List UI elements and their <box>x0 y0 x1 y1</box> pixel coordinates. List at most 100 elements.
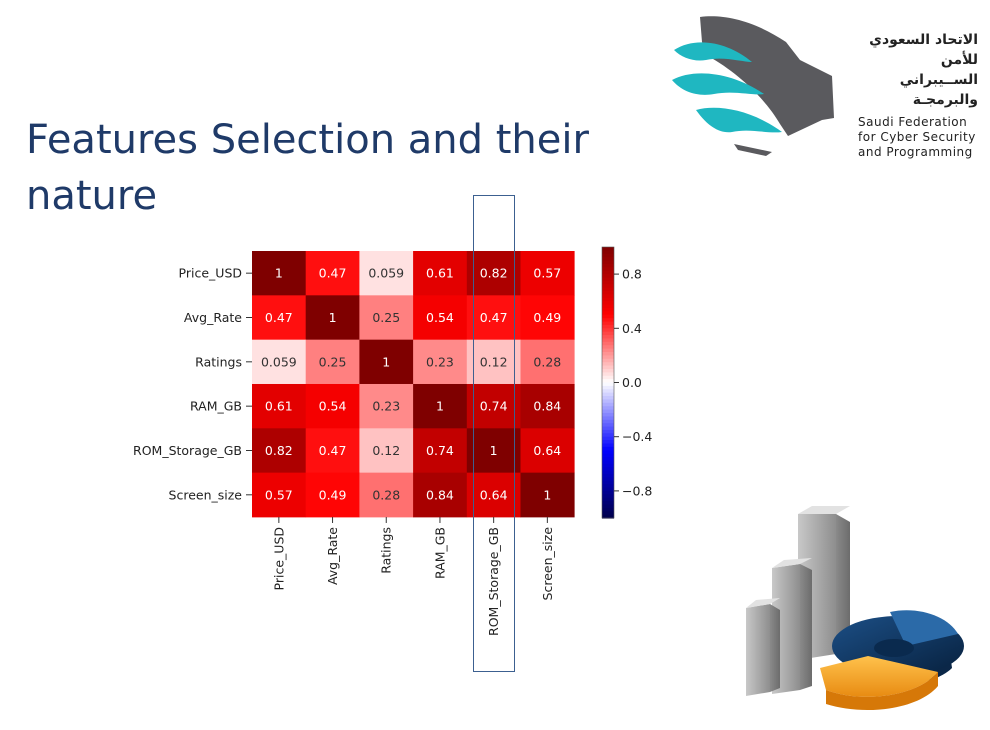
colorbar-segment <box>602 338 614 343</box>
org-name-arabic: الاتحاد السعودي للأمن الســيبراني والبرم… <box>869 32 978 108</box>
y-tick-label: Ratings <box>195 354 242 369</box>
colorbar-segment <box>602 287 614 292</box>
colorbar-segment <box>602 480 614 485</box>
heatmap-cell-label: 1 <box>543 487 551 502</box>
colorbar-segment <box>602 372 614 377</box>
colorbar-segment <box>602 484 614 489</box>
heatmap-cell <box>520 383 575 429</box>
heatmap-cell-label: 0.28 <box>372 487 400 502</box>
colorbar-segment <box>602 348 614 353</box>
colorbar-segment <box>602 301 614 306</box>
heatmap-cell-label: 0.84 <box>533 399 561 414</box>
colorbar-segment <box>602 467 614 472</box>
colorbar-segment <box>602 463 614 468</box>
colorbar-segment <box>602 294 614 299</box>
y-tick-label: ROM_Storage_GB <box>133 443 242 458</box>
colorbar-tick-label: 0.0 <box>622 375 642 390</box>
colorbar-segment <box>602 321 614 326</box>
colorbar-segment <box>602 311 614 316</box>
colorbar-segment <box>602 318 614 323</box>
heatmap-cell <box>252 472 307 518</box>
colorbar-segment <box>602 501 614 506</box>
heatmap-cell-label: 1 <box>490 443 498 458</box>
colorbar-segment <box>602 297 614 302</box>
heatmap-cell <box>413 428 468 474</box>
colorbar-segment <box>602 440 614 445</box>
heatmap-cell-label: 0.47 <box>265 310 293 325</box>
highlight-box-rom-storage <box>473 195 515 672</box>
colorbar-segment <box>602 490 614 495</box>
heatmap-cell <box>252 295 307 341</box>
heatmap-cell-label: 0.57 <box>265 487 293 502</box>
colorbar-segment <box>602 392 614 397</box>
colorbar-segment <box>602 470 614 475</box>
colorbar-segment <box>602 379 614 384</box>
heatmap-cell <box>252 339 307 385</box>
colorbar-segment <box>602 382 614 387</box>
y-tick-label: Avg_Rate <box>184 310 242 325</box>
heatmap-cell <box>359 251 414 296</box>
heatmap-cell-label: 0.23 <box>372 399 400 414</box>
x-tick-label: Ratings <box>379 527 394 574</box>
colorbar-segment <box>602 423 614 428</box>
heatmap-cell <box>359 472 414 518</box>
org-name-english: Saudi Federation for Cyber Security and … <box>858 115 976 159</box>
colorbar-segment <box>602 436 614 441</box>
colorbar-segment <box>602 473 614 478</box>
colorbar-segment <box>602 355 614 360</box>
heatmap-cell-label: 0.12 <box>372 443 400 458</box>
colorbar-segment <box>602 446 614 451</box>
colorbar-tick-label: 0.8 <box>622 267 642 282</box>
x-tick-label: Avg_Rate <box>325 527 340 585</box>
heatmap-cell <box>520 428 575 474</box>
heatmap-cell <box>466 295 521 341</box>
colorbar-segment <box>602 274 614 279</box>
colorbar-segment <box>602 389 614 394</box>
heatmap-cell <box>305 295 360 341</box>
slide-title: Features Selection and their nature <box>26 112 666 224</box>
heatmap-cell-label: 0.74 <box>426 443 454 458</box>
colorbar-segment <box>602 507 614 512</box>
y-tick-label: Screen_size <box>169 487 243 502</box>
colorbar-segment <box>602 504 614 509</box>
colorbar-segment <box>602 406 614 411</box>
heatmap-cell <box>359 383 414 429</box>
colorbar-segment <box>602 250 614 255</box>
heatmap-cell <box>466 339 521 385</box>
heatmap-cell <box>413 295 468 341</box>
x-tick-label: Screen_size <box>540 527 555 601</box>
heatmap-cell <box>413 383 468 429</box>
colorbar-segment <box>602 358 614 363</box>
colorbar-segment <box>602 314 614 319</box>
colorbar-segment <box>602 396 614 401</box>
heatmap-cell-label: 0.54 <box>426 310 454 325</box>
heatmap-cell <box>359 428 414 474</box>
heatmap-cell <box>305 339 360 385</box>
heatmap-cell-label: 1 <box>329 310 337 325</box>
colorbar-segment <box>602 487 614 492</box>
heatmap-cell <box>520 339 575 385</box>
colorbar-tick-label: 0.4 <box>622 321 642 336</box>
heatmap-cell <box>466 383 521 429</box>
colorbar-segment <box>602 335 614 340</box>
heatmap-cell <box>359 295 414 341</box>
colorbar-tick-label: −0.4 <box>622 429 652 444</box>
heatmap-cell-label: 0.54 <box>319 399 347 414</box>
heatmap-cell-label: 1 <box>382 354 390 369</box>
colorbar-segment <box>602 402 614 407</box>
colorbar-segment <box>602 260 614 265</box>
heatmap-cell-label: 0.61 <box>265 399 293 414</box>
heatmap-cell <box>305 428 360 474</box>
colorbar-segment <box>602 341 614 346</box>
heatmap-cell-label: 0.61 <box>426 266 454 281</box>
colorbar-segment <box>602 345 614 350</box>
heatmap-cell-label: 0.47 <box>319 443 347 458</box>
org-name: الاتحاد السعودي للأمن الســيبراني والبرم… <box>858 30 978 160</box>
heatmap-cell <box>359 339 414 385</box>
colorbar-segment <box>602 304 614 309</box>
colorbar-segment <box>602 365 614 370</box>
colorbar-tick-label: −0.8 <box>622 483 652 498</box>
heatmap-cell-label: 1 <box>436 399 444 414</box>
heatmap-cell-label: 0.12 <box>480 354 508 369</box>
heatmap-cell-label: 0.64 <box>533 443 561 458</box>
